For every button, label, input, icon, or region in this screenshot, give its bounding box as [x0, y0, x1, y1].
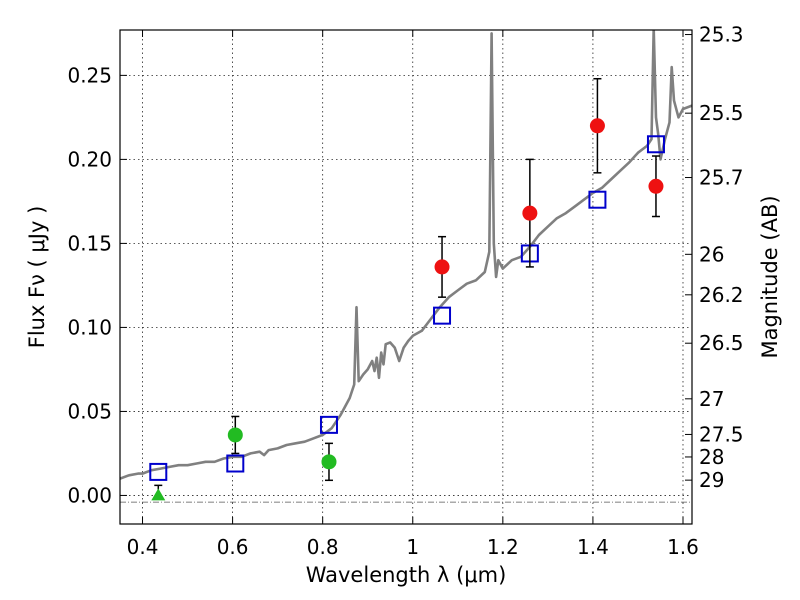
mag-tick-label: 27: [699, 387, 724, 411]
mag-tick-label: 28: [699, 445, 724, 469]
x-tick-label: 1: [406, 535, 419, 559]
y-tick-label: 0.00: [67, 483, 112, 507]
model-photometry-square: [588, 190, 607, 209]
observed-point: [434, 259, 450, 275]
mag-tick-label: 26: [699, 242, 724, 266]
model-photometry-square: [646, 135, 665, 154]
mag-tick-label: 27.5: [699, 422, 744, 446]
mag-tick-label: 26.5: [699, 331, 744, 355]
model-photometry-square: [433, 306, 452, 325]
axis-ticks: 0.4 0.6 0.8 1 1.2 1.4 1.6 0.00 0.05 0.10 0.15 0.20 0…: [67, 23, 743, 559]
model-photometry-square: [226, 454, 245, 473]
observed-point: [522, 205, 538, 221]
observed-point: [321, 454, 337, 470]
y-tick-label: 0.15: [67, 231, 112, 255]
upper-limit-triangle: [151, 488, 166, 501]
x-axis-label: Wavelength λ (μm): [306, 563, 507, 587]
observed-point: [648, 178, 664, 194]
grid-lines: [120, 30, 692, 524]
right-y-axis-label: Magnitude (AB): [758, 195, 782, 358]
model-sed-line: [120, 30, 692, 480]
y-tick-label: 0.25: [67, 63, 112, 87]
x-tick-label: 1.4: [577, 535, 609, 559]
x-tick-label: 0.8: [307, 535, 339, 559]
model-photometry-square: [149, 462, 168, 481]
x-tick-label: 1.2: [487, 535, 519, 559]
x-tick-label: 1.6: [667, 535, 699, 559]
plot-frame: [119, 29, 693, 525]
y-tick-label: 0.10: [67, 315, 112, 339]
observed-point: [589, 118, 605, 134]
x-tick-label: 0.4: [127, 535, 159, 559]
y-tick-label: 0.05: [67, 399, 112, 423]
plot-area: [120, 30, 692, 501]
mag-tick-label: 25.7: [699, 166, 744, 190]
mag-tick-label: 26.2: [699, 283, 744, 307]
x-tick-label: 0.6: [217, 535, 249, 559]
model-photometry-square: [319, 415, 338, 434]
observed-point: [227, 427, 243, 443]
mag-tick-label: 25.3: [699, 23, 744, 47]
mag-tick-label: 29: [699, 468, 724, 492]
mag-tick-label: 25.5: [699, 101, 744, 125]
y-tick-label: 0.20: [67, 147, 112, 171]
y-axis-label: Flux Fν ( μJy ): [25, 206, 49, 349]
